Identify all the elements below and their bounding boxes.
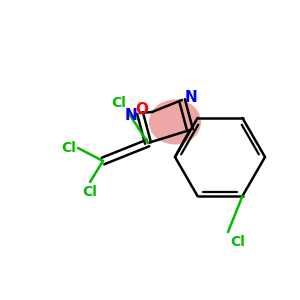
Ellipse shape [149,100,201,145]
Text: N: N [185,91,198,106]
Text: O: O [135,103,148,118]
Text: Cl: Cl [111,96,126,110]
Text: N: N [124,107,137,122]
Text: Cl: Cl [82,185,98,199]
Text: Cl: Cl [61,141,76,155]
Text: Cl: Cl [230,235,245,249]
